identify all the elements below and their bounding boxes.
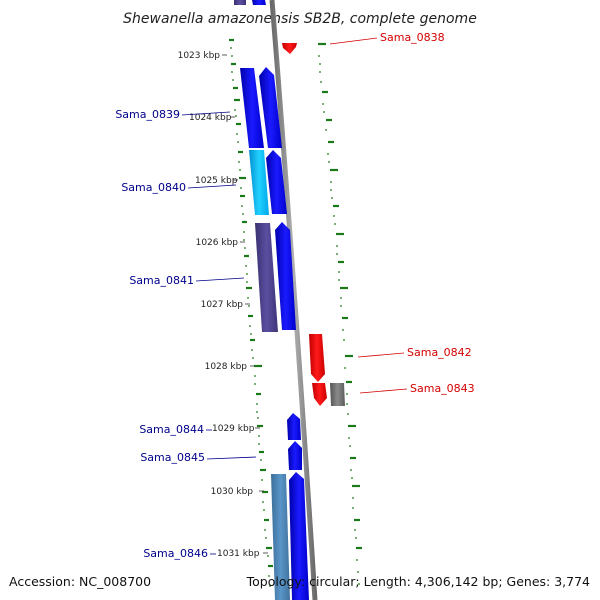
gene-forward-a[interactable] [259, 67, 282, 148]
gene-sama-0846-reverse[interactable] [271, 474, 290, 600]
gene-top-forward[interactable] [252, 0, 266, 5]
kbp-label-1023: 1023 kbp [178, 51, 221, 61]
gene-top-reverse[interactable] [234, 0, 246, 5]
map-title: Shewanella amazonensis SB2B, complete ge… [123, 11, 477, 27]
gene-forward-c[interactable] [275, 222, 296, 330]
gene-sama-0843-gray[interactable] [330, 383, 345, 406]
kbp-label-1025: 1025 kbp [195, 176, 238, 186]
gene-sama-0843-red[interactable] [312, 383, 327, 406]
kbp-label-1031: 1031 kbp [217, 549, 260, 559]
gc-skew-left-dots [230, 47, 271, 587]
gene-label-sama-0840[interactable]: Sama_0840 [121, 181, 186, 194]
gene-sama-0844-forward[interactable] [287, 413, 301, 440]
kbp-label-1029: 1029 kbp [212, 424, 255, 434]
kbp-label-1027: 1027 kbp [201, 300, 244, 310]
gene-sama-0838[interactable] [282, 43, 297, 54]
gc-skew-right-dots [318, 55, 360, 585]
kbp-scale: 1023 kbp 1024 kbp 1025 kbp 1026 kbp 1027… [178, 51, 268, 559]
gc-skew-right-track [318, 42, 362, 550]
gene-sama-0845-forward[interactable] [288, 441, 302, 470]
kbp-label-1028: 1028 kbp [205, 362, 248, 372]
gene-label-sama-0845[interactable]: Sama_0845 [140, 451, 205, 464]
kbp-label-1030: 1030 kbp [211, 487, 254, 497]
gene-sama-0841-reverse[interactable] [255, 223, 278, 332]
gene-label-sama-0839[interactable]: Sama_0839 [115, 108, 180, 121]
topology-text: Topology: circular; Length: 4,306,142 bp… [246, 574, 590, 589]
gene-forward-b[interactable] [266, 150, 287, 214]
gene-forward-d[interactable] [289, 472, 309, 600]
gene-sama-0839-reverse[interactable] [240, 68, 264, 148]
gene-sama-0842[interactable] [309, 334, 325, 382]
gene-sama-0840-reverse[interactable] [249, 150, 269, 215]
genome-backbone [269, 0, 318, 600]
gene-label-sama-0838[interactable]: Sama_0838 [380, 31, 445, 44]
gene-label-sama-0844[interactable]: Sama_0844 [139, 423, 204, 436]
gene-label-sama-0842[interactable]: Sama_0842 [407, 346, 472, 359]
gene-label-sama-0846[interactable]: Sama_0846 [143, 547, 208, 560]
accession-text: Accession: NC_008700 [9, 574, 152, 589]
gene-labels: Sama_0838 Sama_0839 Sama_0840 Sama_0841 … [115, 31, 474, 560]
gene-label-sama-0841[interactable]: Sama_0841 [129, 274, 194, 287]
kbp-label-1026: 1026 kbp [196, 238, 239, 248]
kbp-label-1024: 1024 kbp [189, 113, 232, 123]
gc-skew-left-track [229, 38, 273, 568]
gene-label-sama-0843[interactable]: Sama_0843 [410, 382, 475, 395]
